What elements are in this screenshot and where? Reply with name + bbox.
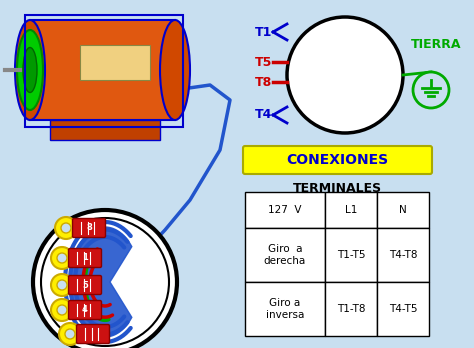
Circle shape (51, 274, 73, 296)
Ellipse shape (15, 20, 45, 120)
Circle shape (51, 247, 73, 269)
Text: T4-T8: T4-T8 (389, 250, 417, 260)
Text: Giro  a
derecha: Giro a derecha (264, 244, 306, 266)
Circle shape (55, 217, 77, 239)
Circle shape (413, 72, 449, 108)
Text: 1: 1 (82, 253, 88, 262)
Text: Giro a
inversa: Giro a inversa (266, 298, 304, 320)
FancyBboxPatch shape (69, 248, 101, 268)
Text: 8: 8 (86, 223, 92, 232)
Circle shape (57, 253, 67, 263)
Text: T1-T8: T1-T8 (337, 304, 365, 314)
Text: 127  V: 127 V (268, 205, 302, 215)
Circle shape (59, 323, 81, 345)
Bar (25, 15, 183, 127)
Ellipse shape (160, 20, 190, 120)
Circle shape (57, 280, 67, 290)
FancyBboxPatch shape (243, 146, 432, 174)
Text: 4: 4 (82, 306, 88, 315)
Circle shape (51, 299, 73, 321)
Text: CONEXIONES: CONEXIONES (286, 153, 389, 167)
Circle shape (41, 218, 169, 346)
Text: TIERRA: TIERRA (411, 39, 462, 52)
Bar (245, 228, 325, 282)
Text: T8: T8 (255, 76, 272, 88)
Bar (377, 192, 429, 228)
Bar (325, 282, 377, 336)
Text: T5: T5 (255, 55, 273, 69)
Bar (377, 228, 429, 282)
Text: T1: T1 (255, 25, 273, 39)
Circle shape (57, 305, 67, 315)
Bar (325, 192, 377, 228)
Text: T4-T5: T4-T5 (389, 304, 417, 314)
Polygon shape (70, 227, 132, 337)
Text: L1: L1 (345, 205, 357, 215)
FancyBboxPatch shape (69, 276, 101, 294)
Bar (325, 228, 377, 282)
Circle shape (65, 329, 75, 339)
Bar (80, 45, 150, 80)
FancyBboxPatch shape (69, 301, 101, 319)
Bar (50, 120, 160, 140)
Bar (245, 282, 325, 336)
Bar (245, 192, 325, 228)
Circle shape (61, 223, 71, 233)
Circle shape (33, 210, 177, 348)
Text: N: N (399, 205, 407, 215)
Ellipse shape (23, 47, 37, 93)
Bar (377, 282, 429, 336)
Ellipse shape (17, 30, 43, 110)
Bar (30, 20, 175, 120)
Text: TERMINALES: TERMINALES (293, 182, 382, 195)
Circle shape (287, 17, 403, 133)
FancyBboxPatch shape (73, 219, 106, 237)
Text: T4: T4 (255, 109, 273, 121)
Text: 5: 5 (82, 280, 88, 290)
Text: T1-T5: T1-T5 (337, 250, 365, 260)
FancyBboxPatch shape (76, 324, 109, 343)
